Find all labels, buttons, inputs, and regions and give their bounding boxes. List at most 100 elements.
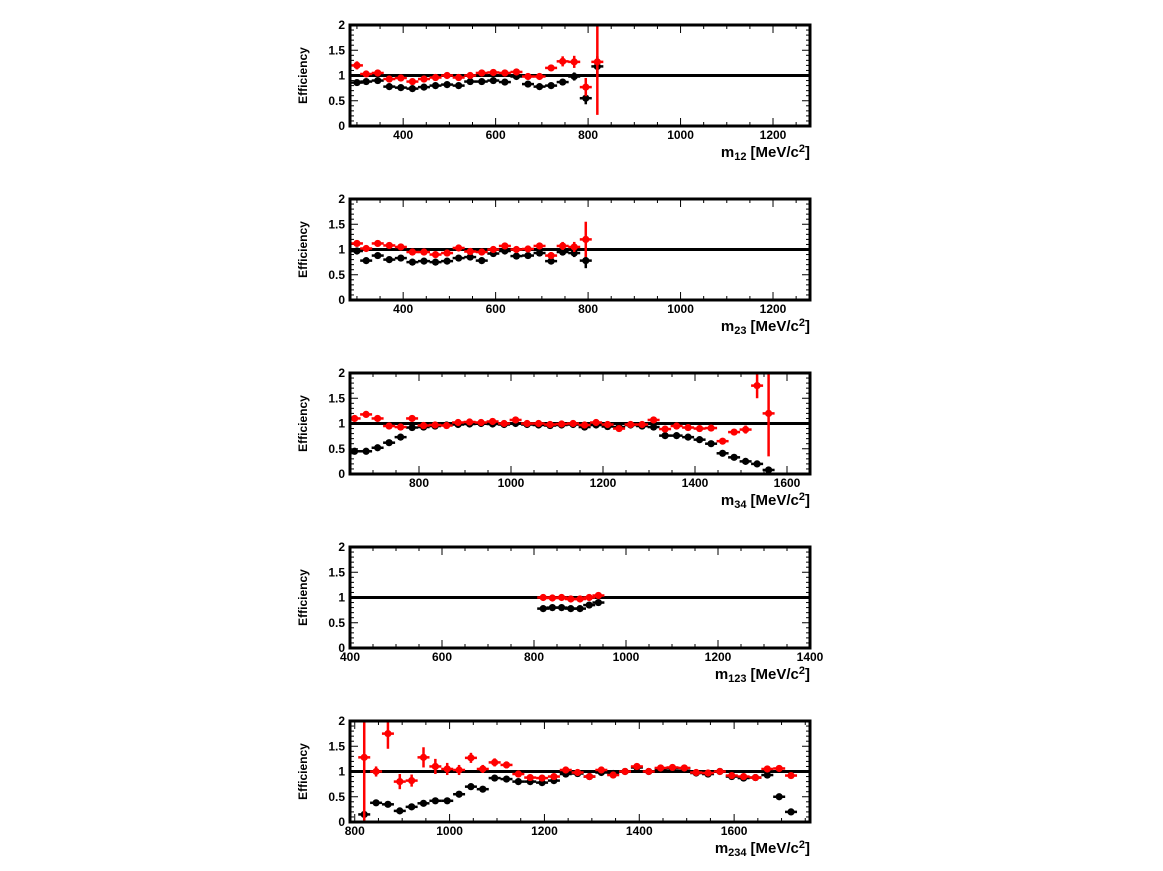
- marker: [397, 433, 405, 441]
- marker: [570, 58, 578, 66]
- data-point: [441, 249, 454, 257]
- marker: [594, 591, 603, 600]
- data-point: [488, 758, 501, 767]
- data-point: [601, 420, 614, 429]
- marker: [775, 793, 783, 801]
- marker: [454, 418, 462, 427]
- x-axis-title-sup: 2: [799, 839, 805, 851]
- data-point: [532, 419, 545, 428]
- data-point: [406, 414, 419, 423]
- marker: [397, 254, 405, 262]
- marker: [730, 428, 738, 436]
- data-point: [702, 769, 715, 777]
- data-point: [358, 721, 371, 821]
- x-axis-title: m234 [MeV/c2]: [715, 839, 810, 859]
- marker: [593, 58, 601, 66]
- data-point: [716, 437, 729, 445]
- data-point: [441, 762, 454, 776]
- data-point: [371, 69, 384, 77]
- marker: [547, 257, 555, 265]
- data-point: [441, 80, 454, 89]
- marker: [742, 457, 750, 465]
- data-point: [360, 447, 373, 455]
- data-point: [371, 444, 384, 452]
- marker: [535, 249, 544, 257]
- y-tick-label: 1: [338, 591, 345, 605]
- data-point: [666, 763, 679, 772]
- data-point: [647, 423, 660, 431]
- data-point: [371, 76, 384, 85]
- marker: [633, 762, 641, 771]
- marker: [547, 64, 555, 72]
- marker: [582, 94, 590, 102]
- marker: [419, 799, 428, 807]
- marker: [455, 82, 463, 90]
- data-point: [452, 244, 465, 252]
- data-point: [682, 423, 695, 432]
- data-point: [533, 72, 546, 81]
- x-tick-label: 400: [340, 650, 360, 664]
- data-point: [452, 73, 465, 82]
- data-point: [545, 82, 558, 90]
- marker: [567, 595, 575, 603]
- data-point: [498, 78, 511, 86]
- data-point: [521, 245, 534, 253]
- marker: [567, 605, 575, 613]
- data-point: [583, 772, 596, 781]
- marker: [524, 245, 532, 253]
- marker: [668, 763, 677, 772]
- marker: [408, 85, 417, 93]
- data-point: [592, 598, 605, 607]
- marker: [604, 420, 612, 429]
- data-point: [556, 78, 569, 86]
- x-tick-label: 800: [345, 824, 365, 838]
- x-tick-label: 1400: [682, 476, 709, 490]
- data-point: [498, 69, 511, 77]
- data-point: [521, 72, 534, 81]
- y-tick-label: 2: [338, 192, 345, 206]
- marker: [431, 250, 440, 259]
- data-point: [453, 790, 466, 798]
- marker: [431, 421, 439, 429]
- marker: [539, 605, 547, 613]
- data-point: [678, 764, 691, 772]
- marker: [385, 241, 393, 250]
- data-point: [350, 61, 363, 70]
- x-axis-title-base: m: [715, 666, 728, 683]
- data-point: [441, 257, 454, 265]
- marker: [539, 593, 547, 602]
- marker: [374, 69, 382, 77]
- data-point: [371, 414, 384, 423]
- y-tick-label: 1.5: [328, 565, 345, 579]
- data-point: [475, 257, 488, 265]
- marker: [362, 257, 370, 265]
- y-tick-label: 1: [338, 69, 345, 83]
- data-point: [464, 71, 477, 80]
- data-point: [487, 76, 500, 85]
- y-tick-label: 0.5: [328, 442, 345, 456]
- data-point: [682, 433, 695, 441]
- marker: [396, 807, 404, 815]
- marker: [765, 409, 773, 417]
- marker: [559, 57, 567, 65]
- data-point: [716, 449, 729, 457]
- marker: [548, 604, 557, 612]
- marker: [491, 774, 499, 782]
- marker: [501, 247, 509, 255]
- data-point: [591, 25, 604, 115]
- marker: [511, 416, 520, 424]
- marker: [478, 77, 486, 86]
- marker: [374, 76, 382, 85]
- data-point: [524, 773, 537, 782]
- marker: [455, 73, 463, 82]
- marker: [751, 773, 760, 782]
- y-tick-label: 0: [338, 119, 345, 133]
- data-point: [486, 417, 499, 426]
- marker: [550, 772, 558, 781]
- data-point: [568, 72, 581, 81]
- marker: [408, 423, 416, 432]
- data-point: [406, 77, 419, 86]
- data-point: [476, 764, 489, 774]
- data-point: [559, 766, 572, 774]
